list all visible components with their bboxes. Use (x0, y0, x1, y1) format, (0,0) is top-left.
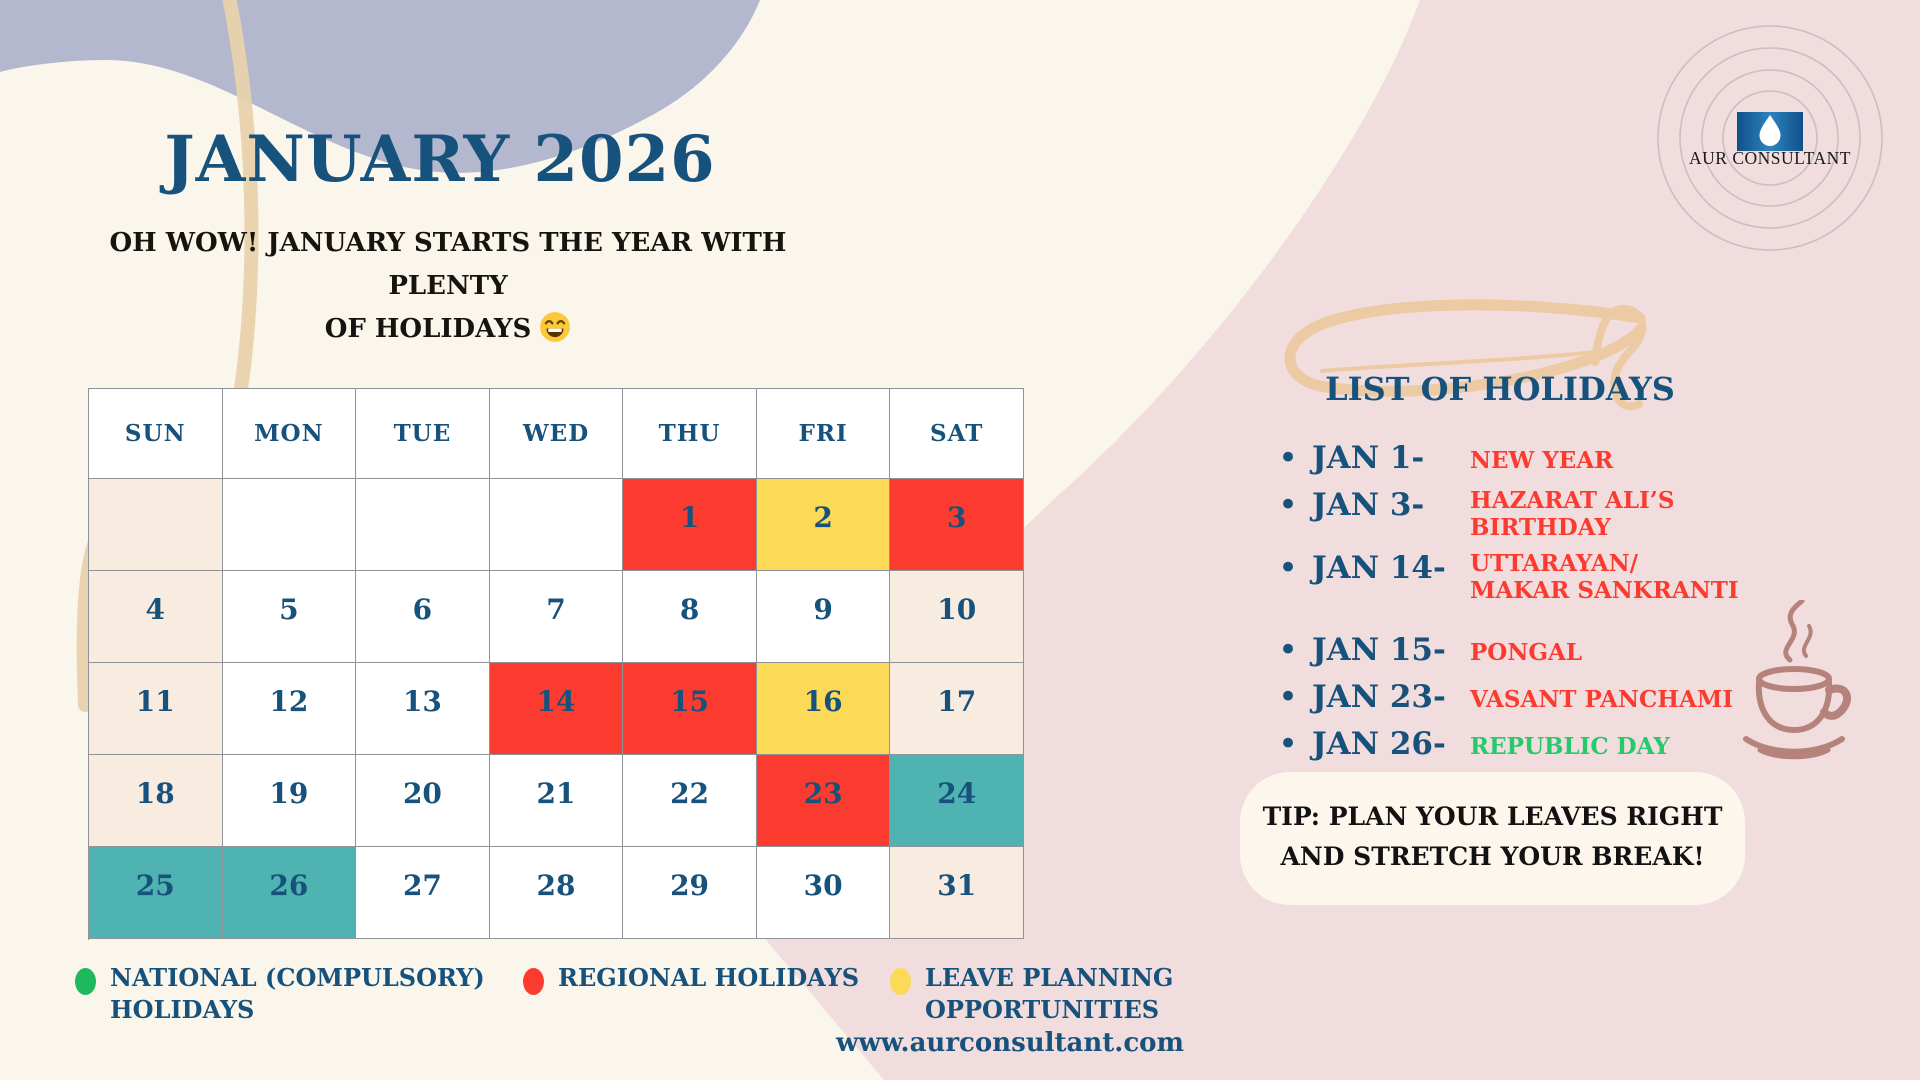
legend-label: REGIONAL HOLIDAYS (558, 963, 860, 992)
calendar-day-18: 18 (89, 755, 223, 847)
holiday-name: UTTARAYAN/MAKAR SANKRANTI (1470, 550, 1739, 604)
calendar-day-10: 10 (890, 571, 1024, 663)
subtitle-line2: OF HOLIDAYS (324, 314, 532, 344)
holiday-date: JAN 15- (1312, 632, 1446, 668)
grinning-emoji-icon (539, 311, 571, 357)
calendar-day-9: 9 (756, 571, 891, 663)
holiday-date: JAN 14- (1312, 550, 1446, 586)
calendar-day-5: 5 (222, 571, 357, 663)
tip-line1: TIP: PLAN YOUR LEAVES RIGHT (1262, 802, 1723, 831)
calendar-day-15: 15 (623, 663, 757, 755)
calendar-day-13: 13 (356, 663, 490, 755)
holiday-date: JAN 1- (1312, 440, 1425, 476)
calendar-day-4: 4 (89, 571, 223, 663)
holiday-name: NEW YEAR (1470, 447, 1614, 474)
calendar-day-19: 19 (222, 755, 357, 847)
holiday-name: REPUBLIC DAY (1470, 733, 1670, 760)
bullet-icon: • (1278, 630, 1299, 670)
calendar-day-21: 21 (489, 755, 624, 847)
bullet-icon: • (1278, 548, 1299, 588)
calendar-day-empty (89, 479, 223, 571)
month-title: JANUARY 2026 (164, 122, 716, 197)
calendar-day-26: 26 (222, 847, 357, 939)
holiday-date: JAN 3- (1312, 487, 1425, 523)
legend-label: NATIONAL (COMPULSORY) HOLIDAYS (110, 963, 485, 1024)
calendar-day-29: 29 (623, 847, 757, 939)
calendar-day-24: 24 (890, 755, 1024, 847)
calendar-day-empty (489, 479, 624, 571)
legend-dot-icon (890, 968, 911, 995)
legend-regional-holidays: REGIONAL HOLIDAYS (523, 962, 859, 995)
calendar-day-14: 14 (489, 663, 624, 755)
day-header-thu: THU (623, 389, 757, 479)
holiday-item: • JAN 1- NEW YEAR (1278, 438, 1748, 478)
calendar-day-3: 3 (890, 479, 1024, 571)
website-link[interactable]: www.aurconsultant.com (836, 1028, 1185, 1058)
bullet-icon: • (1278, 677, 1299, 717)
calendar-day-empty (222, 479, 357, 571)
calendar-day-22: 22 (623, 755, 757, 847)
calendar-day-8: 8 (623, 571, 757, 663)
legend-label: LEAVE PLANNING OPPORTUNITIES (925, 963, 1174, 1024)
calendar-day-7: 7 (489, 571, 624, 663)
calendar-day-30: 30 (756, 847, 891, 939)
calendar-day-2: 2 (756, 479, 891, 571)
holiday-item: • JAN 23- VASANT PANCHAMI (1278, 677, 1748, 717)
day-header-fri: FRI (756, 389, 891, 479)
calendar-day-27: 27 (356, 847, 490, 939)
day-header-sun: SUN (89, 389, 223, 479)
holiday-list-heading: LIST OF HOLIDAYS (1325, 370, 1675, 408)
legend-leave-planning: LEAVE PLANNING OPPORTUNITIES (890, 962, 1173, 1026)
holiday-name: PONGAL (1470, 639, 1583, 666)
legend-dot-icon (523, 968, 544, 995)
day-header-sat: SAT (890, 389, 1024, 479)
coffee-cup-icon (1743, 600, 1851, 760)
calendar-day-empty (356, 479, 490, 571)
tip-line2: AND STRETCH YOUR BREAK! (1280, 842, 1705, 871)
tip-box: TIP: PLAN YOUR LEAVES RIGHT AND STRETCH … (1240, 772, 1745, 905)
calendar-day-25: 25 (89, 847, 223, 939)
holiday-date: JAN 26- (1312, 726, 1446, 762)
logo-company-name: AUR CONSULTANT (1689, 148, 1851, 168)
calendar-day-16: 16 (756, 663, 891, 755)
bullet-icon: • (1278, 485, 1299, 525)
day-header-wed: WED (489, 389, 624, 479)
swirl-flourish-icon (1284, 299, 1647, 411)
legend-dot-icon (75, 968, 96, 995)
holiday-name: HAZARAT ALI’S BIRTHDAY (1470, 487, 1675, 541)
calendar-day-28: 28 (489, 847, 624, 939)
subtitle-line1: OH WOW! JANUARY STARTS THE YEAR WITH PLE… (109, 228, 787, 301)
calendar-day-6: 6 (356, 571, 490, 663)
calendar-day-1: 1 (623, 479, 757, 571)
lavender-blob (0, 0, 760, 173)
logo-drop-icon (1737, 112, 1803, 151)
holiday-list: • JAN 1- NEW YEAR • JAN 3- HAZARAT ALI’S BIRTH… (1278, 438, 1748, 771)
subtitle: OH WOW! JANUARY STARTS THE YEAR WITH PLE… (98, 222, 798, 357)
calendar-day-11: 11 (89, 663, 223, 755)
calendar-day-12: 12 (222, 663, 357, 755)
calendar-grid: SUN MON TUE WED THU FRI SAT 1 2 3 4 5 6 7 8 9 10 11 12 13 14… (88, 388, 1024, 940)
calendar-day-17: 17 (890, 663, 1024, 755)
day-header-tue: TUE (356, 389, 490, 479)
logo-rings-icon (1657, 25, 1883, 251)
legend-national-holidays: NATIONAL (COMPULSORY) HOLIDAYS (75, 962, 485, 1026)
holiday-item: • JAN 15- PONGAL (1278, 630, 1748, 670)
bullet-icon: • (1278, 724, 1299, 764)
holiday-item: • JAN 26- REPUBLIC DAY (1278, 724, 1748, 764)
calendar-day-23: 23 (756, 755, 891, 847)
day-header-mon: MON (222, 389, 357, 479)
holiday-item: • JAN 14- UTTARAYAN/MAKAR SANKRANTI (1278, 548, 1748, 604)
holiday-name: VASANT PANCHAMI (1470, 686, 1734, 713)
holiday-date: JAN 23- (1312, 679, 1446, 715)
calendar-day-31: 31 (890, 847, 1024, 939)
bullet-icon: • (1278, 438, 1299, 478)
holiday-item: • JAN 3- HAZARAT ALI’S BIRTHDAY (1278, 485, 1748, 541)
calendar-day-20: 20 (356, 755, 490, 847)
